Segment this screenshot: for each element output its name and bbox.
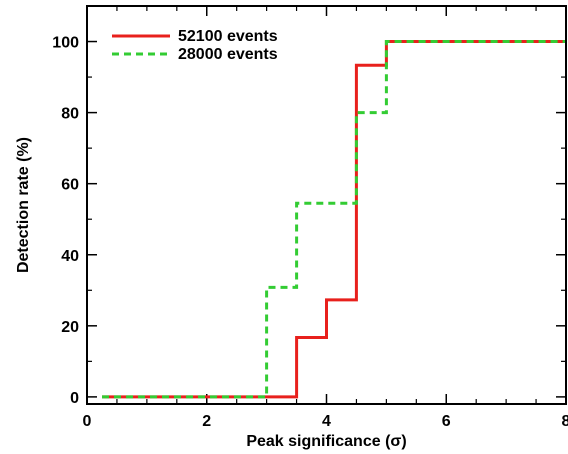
x-axis-label: Peak significance (σ) [246, 433, 406, 450]
y-tick-label: 0 [70, 390, 79, 407]
axis-ticks [86, 5, 567, 404]
y-tick-label: 80 [61, 106, 79, 123]
series-line-2 [102, 40, 566, 399]
y-tick-label: 60 [61, 177, 79, 194]
x-tick-label: 4 [322, 413, 331, 430]
plot-frame [86, 5, 567, 405]
x-tick-label: 6 [442, 413, 451, 430]
y-tick-label: 40 [61, 248, 79, 265]
y-axis-label: Detection rate (%) [15, 137, 32, 273]
series-layer [102, 40, 566, 399]
legend-label-1: 52100 events [178, 28, 278, 45]
x-tick-label: 8 [562, 413, 568, 430]
y-tick-labels: 0 20 40 60 80 100 [52, 35, 79, 407]
y-tick-label: 100 [52, 35, 79, 52]
x-tick-label: 2 [202, 413, 211, 430]
series-line-1 [102, 40, 566, 399]
legend-label-2: 28000 events [178, 46, 278, 63]
x-tick-label: 0 [83, 413, 92, 430]
x-tick-labels: 0 2 4 6 8 [83, 413, 568, 430]
y-tick-label: 20 [61, 319, 79, 336]
